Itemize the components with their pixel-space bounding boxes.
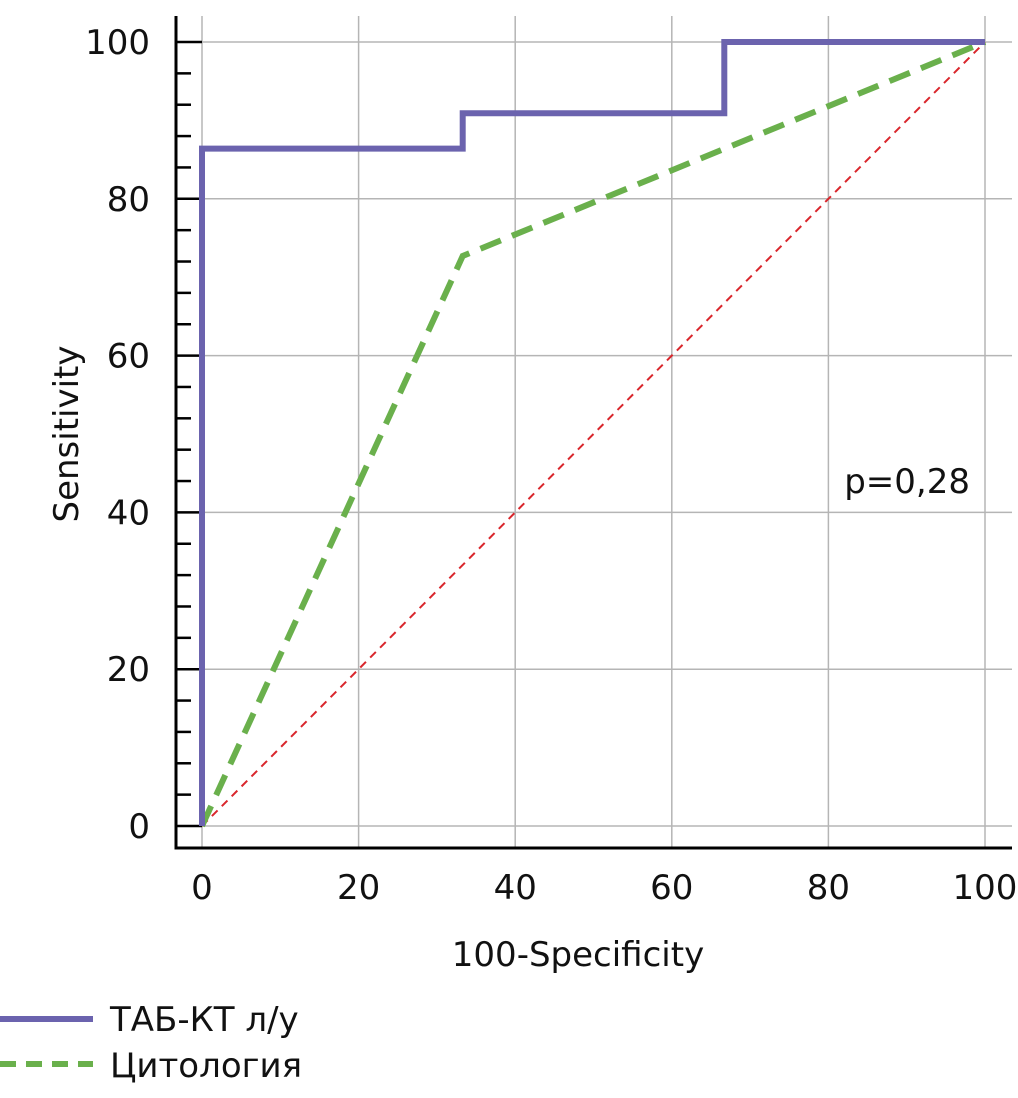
reference-diagonal-line: [201, 41, 986, 827]
y-tick-label: 80: [107, 180, 150, 220]
y-tick-label: 0: [128, 807, 150, 847]
series-line-cytology: [199, 39, 987, 828]
legend: ТАБ-КТ л/у Цитология: [0, 1000, 302, 1086]
legend-label-cytology: Цитология: [110, 1046, 302, 1086]
x-tick-label: 40: [494, 868, 537, 908]
y-tick-label: 20: [107, 650, 150, 690]
y-tick-label: 40: [107, 493, 150, 533]
y-axis-title: Sensitivity: [47, 345, 87, 522]
series-line-tab-kt: [199, 39, 985, 826]
axes: 0 20 40 60 80 100 0 20 40 60 80 100: [85, 16, 1017, 908]
grid: [176, 16, 1012, 848]
y-tick-label: 60: [107, 337, 150, 377]
x-tick-label: 100: [953, 868, 1018, 908]
x-tick-label: 0: [191, 868, 213, 908]
x-axis-title: 100-Specificity: [452, 935, 704, 975]
y-tick-label: 100: [85, 23, 150, 63]
x-tick-label: 20: [337, 868, 380, 908]
p-value-annotation: p=0,28: [844, 462, 970, 502]
x-tick-label: 80: [807, 868, 850, 908]
x-tick-label: 60: [650, 868, 693, 908]
legend-label-tab-kt: ТАБ-КТ л/у: [109, 1000, 299, 1040]
series-group: [199, 39, 987, 828]
